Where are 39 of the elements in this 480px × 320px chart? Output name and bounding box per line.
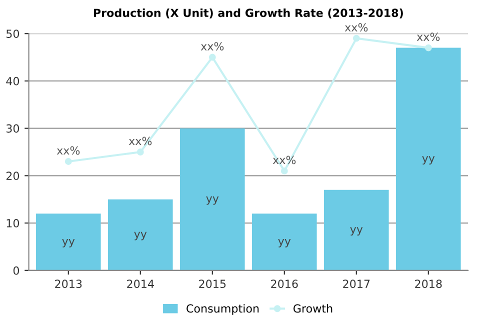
bar	[396, 48, 461, 270]
data-label: yy	[350, 227, 363, 236]
point	[424, 44, 432, 52]
y-tick-label: 0	[13, 266, 20, 275]
data-label: yy	[278, 238, 291, 248]
point	[64, 158, 72, 165]
data-label: xx%	[56, 146, 80, 155]
bar	[324, 190, 389, 270]
y-tick-label: 10	[6, 219, 20, 228]
legend-label: Consumption	[186, 304, 259, 315]
x-tick-label: 2018	[415, 280, 442, 288]
x-tick-label: 2015	[199, 280, 226, 288]
data-label: yy	[206, 196, 219, 205]
x-tick-label: 2013	[55, 280, 82, 288]
x-tick-label: 2016	[271, 280, 298, 288]
point	[136, 148, 144, 156]
y-tick-label: 50	[6, 30, 20, 38]
legend-label: Growth	[293, 304, 332, 313]
y-tick-label: 40	[6, 76, 20, 86]
point	[208, 54, 216, 61]
point	[280, 167, 288, 174]
y-tick-label: 20	[6, 172, 20, 180]
chart-title: Production (X Unit) and Growth Rate (2013-2018)	[94, 8, 403, 18]
y-tick-label: 30	[6, 124, 20, 133]
bar	[36, 214, 101, 270]
x-tick-label: 2017	[343, 280, 370, 288]
data-label: yy	[62, 238, 75, 248]
data-label: xx%	[416, 32, 440, 42]
data-label: xx%	[128, 136, 152, 146]
data-label: xx%	[344, 23, 368, 32]
x-tick-label: 2014	[127, 280, 154, 288]
data-label: yy	[422, 156, 435, 164]
bar	[252, 214, 317, 270]
point	[352, 34, 360, 42]
data-label: xx%	[272, 156, 296, 164]
data-label: xx%	[200, 42, 224, 50]
bar	[180, 128, 245, 270]
bar	[108, 199, 173, 270]
data-label: yy	[134, 232, 147, 240]
